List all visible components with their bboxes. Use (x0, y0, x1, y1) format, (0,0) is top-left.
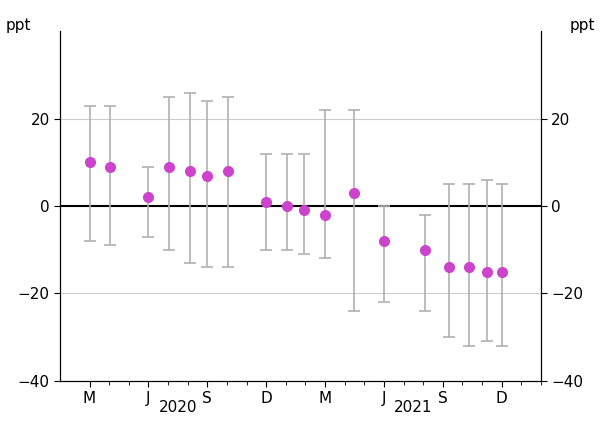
Text: ppt: ppt (570, 18, 595, 33)
Text: 2020: 2020 (159, 401, 197, 415)
Text: ppt: ppt (6, 18, 31, 33)
Text: 2021: 2021 (394, 401, 433, 415)
